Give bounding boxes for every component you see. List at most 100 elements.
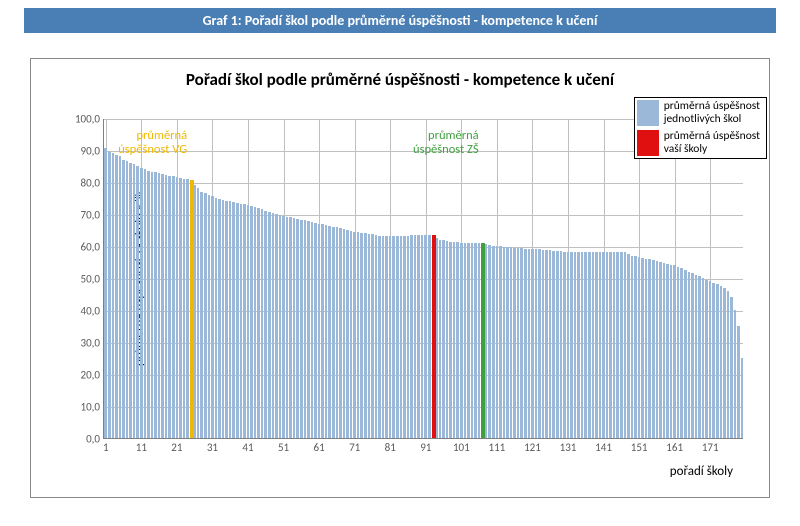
xtick-label: 31 — [207, 438, 218, 453]
bar — [709, 281, 712, 438]
bar — [368, 234, 371, 438]
bar — [204, 193, 207, 438]
bar — [677, 267, 680, 438]
xtick-label: 101 — [453, 438, 470, 453]
bar — [314, 223, 317, 438]
bar — [581, 252, 584, 438]
ytick-label: 60,0 — [68, 242, 104, 253]
bar — [684, 270, 687, 438]
ytick-label: 80,0 — [68, 178, 104, 189]
bar — [300, 220, 303, 438]
xtick-label: 1 — [103, 438, 109, 453]
bar — [336, 227, 339, 438]
bar-highlighted — [432, 235, 436, 438]
bar — [520, 248, 523, 438]
bar — [666, 264, 669, 438]
ytick-label: 50,0 — [68, 274, 104, 285]
bar — [158, 173, 161, 438]
bar — [339, 228, 342, 438]
bar — [545, 250, 548, 438]
bar — [641, 258, 644, 438]
banner-title-text: Graf 1: Pořadí škol podle průměrné úspěš… — [203, 12, 598, 29]
bar — [634, 256, 637, 438]
bar — [357, 232, 360, 438]
bar — [602, 252, 605, 438]
bar — [350, 231, 353, 438]
bar — [616, 252, 619, 438]
bar — [140, 168, 143, 438]
ytick-label: 30,0 — [68, 338, 104, 349]
bar — [272, 213, 275, 438]
bar — [225, 201, 228, 438]
bar — [378, 236, 381, 438]
bar — [442, 240, 445, 438]
bar — [421, 235, 424, 438]
bar — [136, 166, 139, 438]
xtick-label: 91 — [420, 438, 431, 453]
bar — [414, 235, 417, 438]
bar — [663, 263, 666, 438]
xtick-label: 71 — [349, 438, 360, 453]
bar — [705, 280, 708, 438]
ytick-label: 70,0 — [68, 210, 104, 221]
bar — [229, 201, 232, 438]
bar — [293, 218, 296, 438]
bar — [560, 251, 563, 438]
bar — [264, 211, 267, 438]
xtick-label: 41 — [242, 438, 253, 453]
bar — [510, 247, 513, 438]
legend-swatch — [637, 100, 659, 126]
bar — [556, 251, 559, 438]
bar — [727, 291, 730, 438]
bar — [208, 195, 211, 438]
bar — [570, 252, 573, 438]
bar — [108, 152, 111, 438]
chart-title: Pořadí škol podle průměrné úspěšnosti - … — [31, 59, 769, 90]
bar — [492, 246, 495, 438]
bar — [720, 286, 723, 438]
bar — [563, 252, 566, 438]
xtick-label: 131 — [560, 438, 577, 453]
bar — [584, 252, 587, 438]
plot-area: průměrná úspěšnost za školu v % pořadí š… — [103, 119, 743, 439]
bar — [595, 252, 598, 438]
bar — [176, 177, 179, 438]
bar — [400, 236, 403, 438]
bar — [232, 202, 235, 438]
banner-title: Graf 1: Pořadí škol podle průměrné úspěš… — [24, 8, 776, 33]
xtick-label: 121 — [524, 438, 541, 453]
bar — [439, 240, 442, 438]
bar — [734, 310, 737, 438]
legend-swatch — [637, 130, 659, 156]
bar — [702, 278, 705, 438]
bar — [460, 243, 463, 438]
xtick-label: 161 — [666, 438, 683, 453]
xtick-label: 81 — [385, 438, 396, 453]
bar — [535, 249, 538, 438]
bar — [624, 252, 627, 438]
bar — [186, 179, 189, 438]
bar — [165, 175, 168, 438]
bar — [449, 242, 452, 438]
bar — [151, 172, 154, 438]
bar — [528, 249, 531, 438]
bar — [631, 256, 634, 438]
chart-callout: průměrná úspěšnost ZŠ — [413, 129, 479, 158]
chart-bars — [104, 119, 743, 438]
bar — [577, 252, 580, 438]
xtick-label: 11 — [136, 438, 147, 453]
bar — [488, 245, 491, 438]
legend-label: průměrná úspěšnost jednotlivých škol — [664, 100, 760, 125]
bar — [275, 214, 278, 438]
bar — [453, 242, 456, 438]
bar — [115, 155, 118, 438]
bar — [133, 164, 136, 438]
bar — [268, 212, 271, 438]
xtick-label: 21 — [171, 438, 182, 453]
bar — [606, 252, 609, 438]
bar — [680, 268, 683, 438]
bar — [321, 224, 324, 438]
bar — [307, 221, 310, 438]
bar — [549, 250, 552, 438]
bar — [410, 235, 413, 438]
